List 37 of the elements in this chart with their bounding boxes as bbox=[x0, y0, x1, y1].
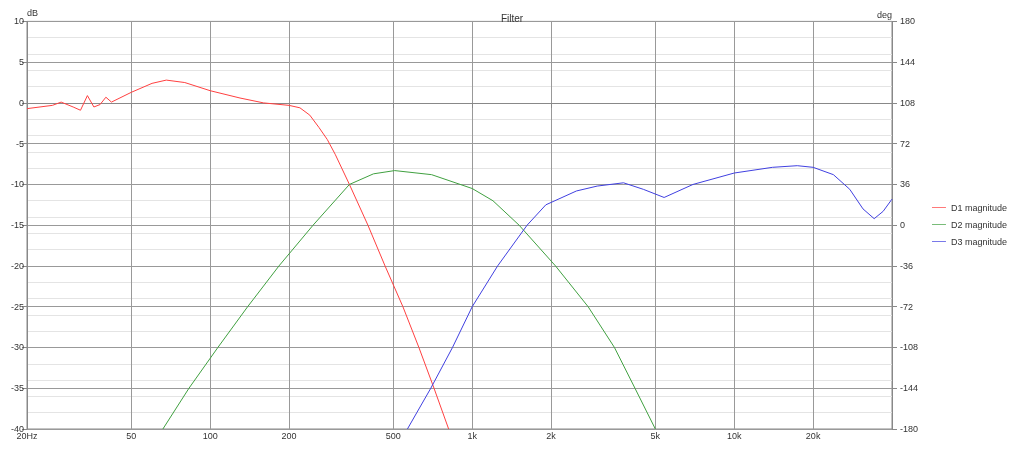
x-tick-label: 2k bbox=[546, 430, 557, 441]
x-tick-label: 200 bbox=[281, 430, 297, 441]
y-tick-label: -35 bbox=[10, 383, 25, 394]
y2-axis-title: deg bbox=[876, 9, 892, 20]
y2-tick-label: 180 bbox=[900, 16, 916, 27]
y2-tick-label: -144 bbox=[900, 383, 919, 394]
y-tick-label: -10 bbox=[10, 179, 25, 190]
x-tick-label: 100 bbox=[202, 430, 218, 441]
y-axis-title: dB bbox=[27, 7, 39, 18]
y-tick-label: 10 bbox=[13, 16, 25, 27]
x-tick-label: 5k bbox=[650, 430, 661, 441]
legend-label: D1 magnitude bbox=[950, 202, 1008, 213]
y-tick-label: -5 bbox=[15, 138, 25, 149]
legend-label: D2 magnitude bbox=[950, 219, 1008, 230]
y2-tick-label: -36 bbox=[900, 260, 914, 271]
chart-title: Filter bbox=[500, 12, 524, 24]
y2-tick-label: 72 bbox=[900, 138, 911, 149]
y-tick-label: -40 bbox=[10, 424, 25, 434]
y2-tick-label: 108 bbox=[900, 97, 916, 108]
y2-tick-label: 0 bbox=[900, 220, 906, 231]
y-tick-label: -15 bbox=[10, 220, 25, 231]
y-tick-label: -30 bbox=[10, 342, 25, 353]
y-tick-label: -20 bbox=[10, 260, 25, 271]
x-tick-label: 10k bbox=[726, 430, 742, 441]
y-tick-label: -25 bbox=[10, 301, 25, 312]
y2-tick-label: -108 bbox=[900, 342, 919, 353]
x-tick-label: 50 bbox=[126, 430, 137, 441]
y2-tick-label: 144 bbox=[900, 57, 916, 68]
y2-tick-label: -72 bbox=[900, 301, 914, 312]
y-tick-label: 5 bbox=[18, 57, 25, 68]
x-tick-label: 20k bbox=[805, 430, 821, 441]
y2-tick-label: 36 bbox=[900, 179, 911, 190]
x-tick-label: 1k bbox=[467, 430, 478, 441]
x-tick-label: 500 bbox=[385, 430, 401, 441]
y-tick-label: 0 bbox=[18, 97, 25, 108]
legend-label: D3 magnitude bbox=[950, 236, 1008, 247]
y2-tick-label: -180 bbox=[900, 424, 919, 434]
